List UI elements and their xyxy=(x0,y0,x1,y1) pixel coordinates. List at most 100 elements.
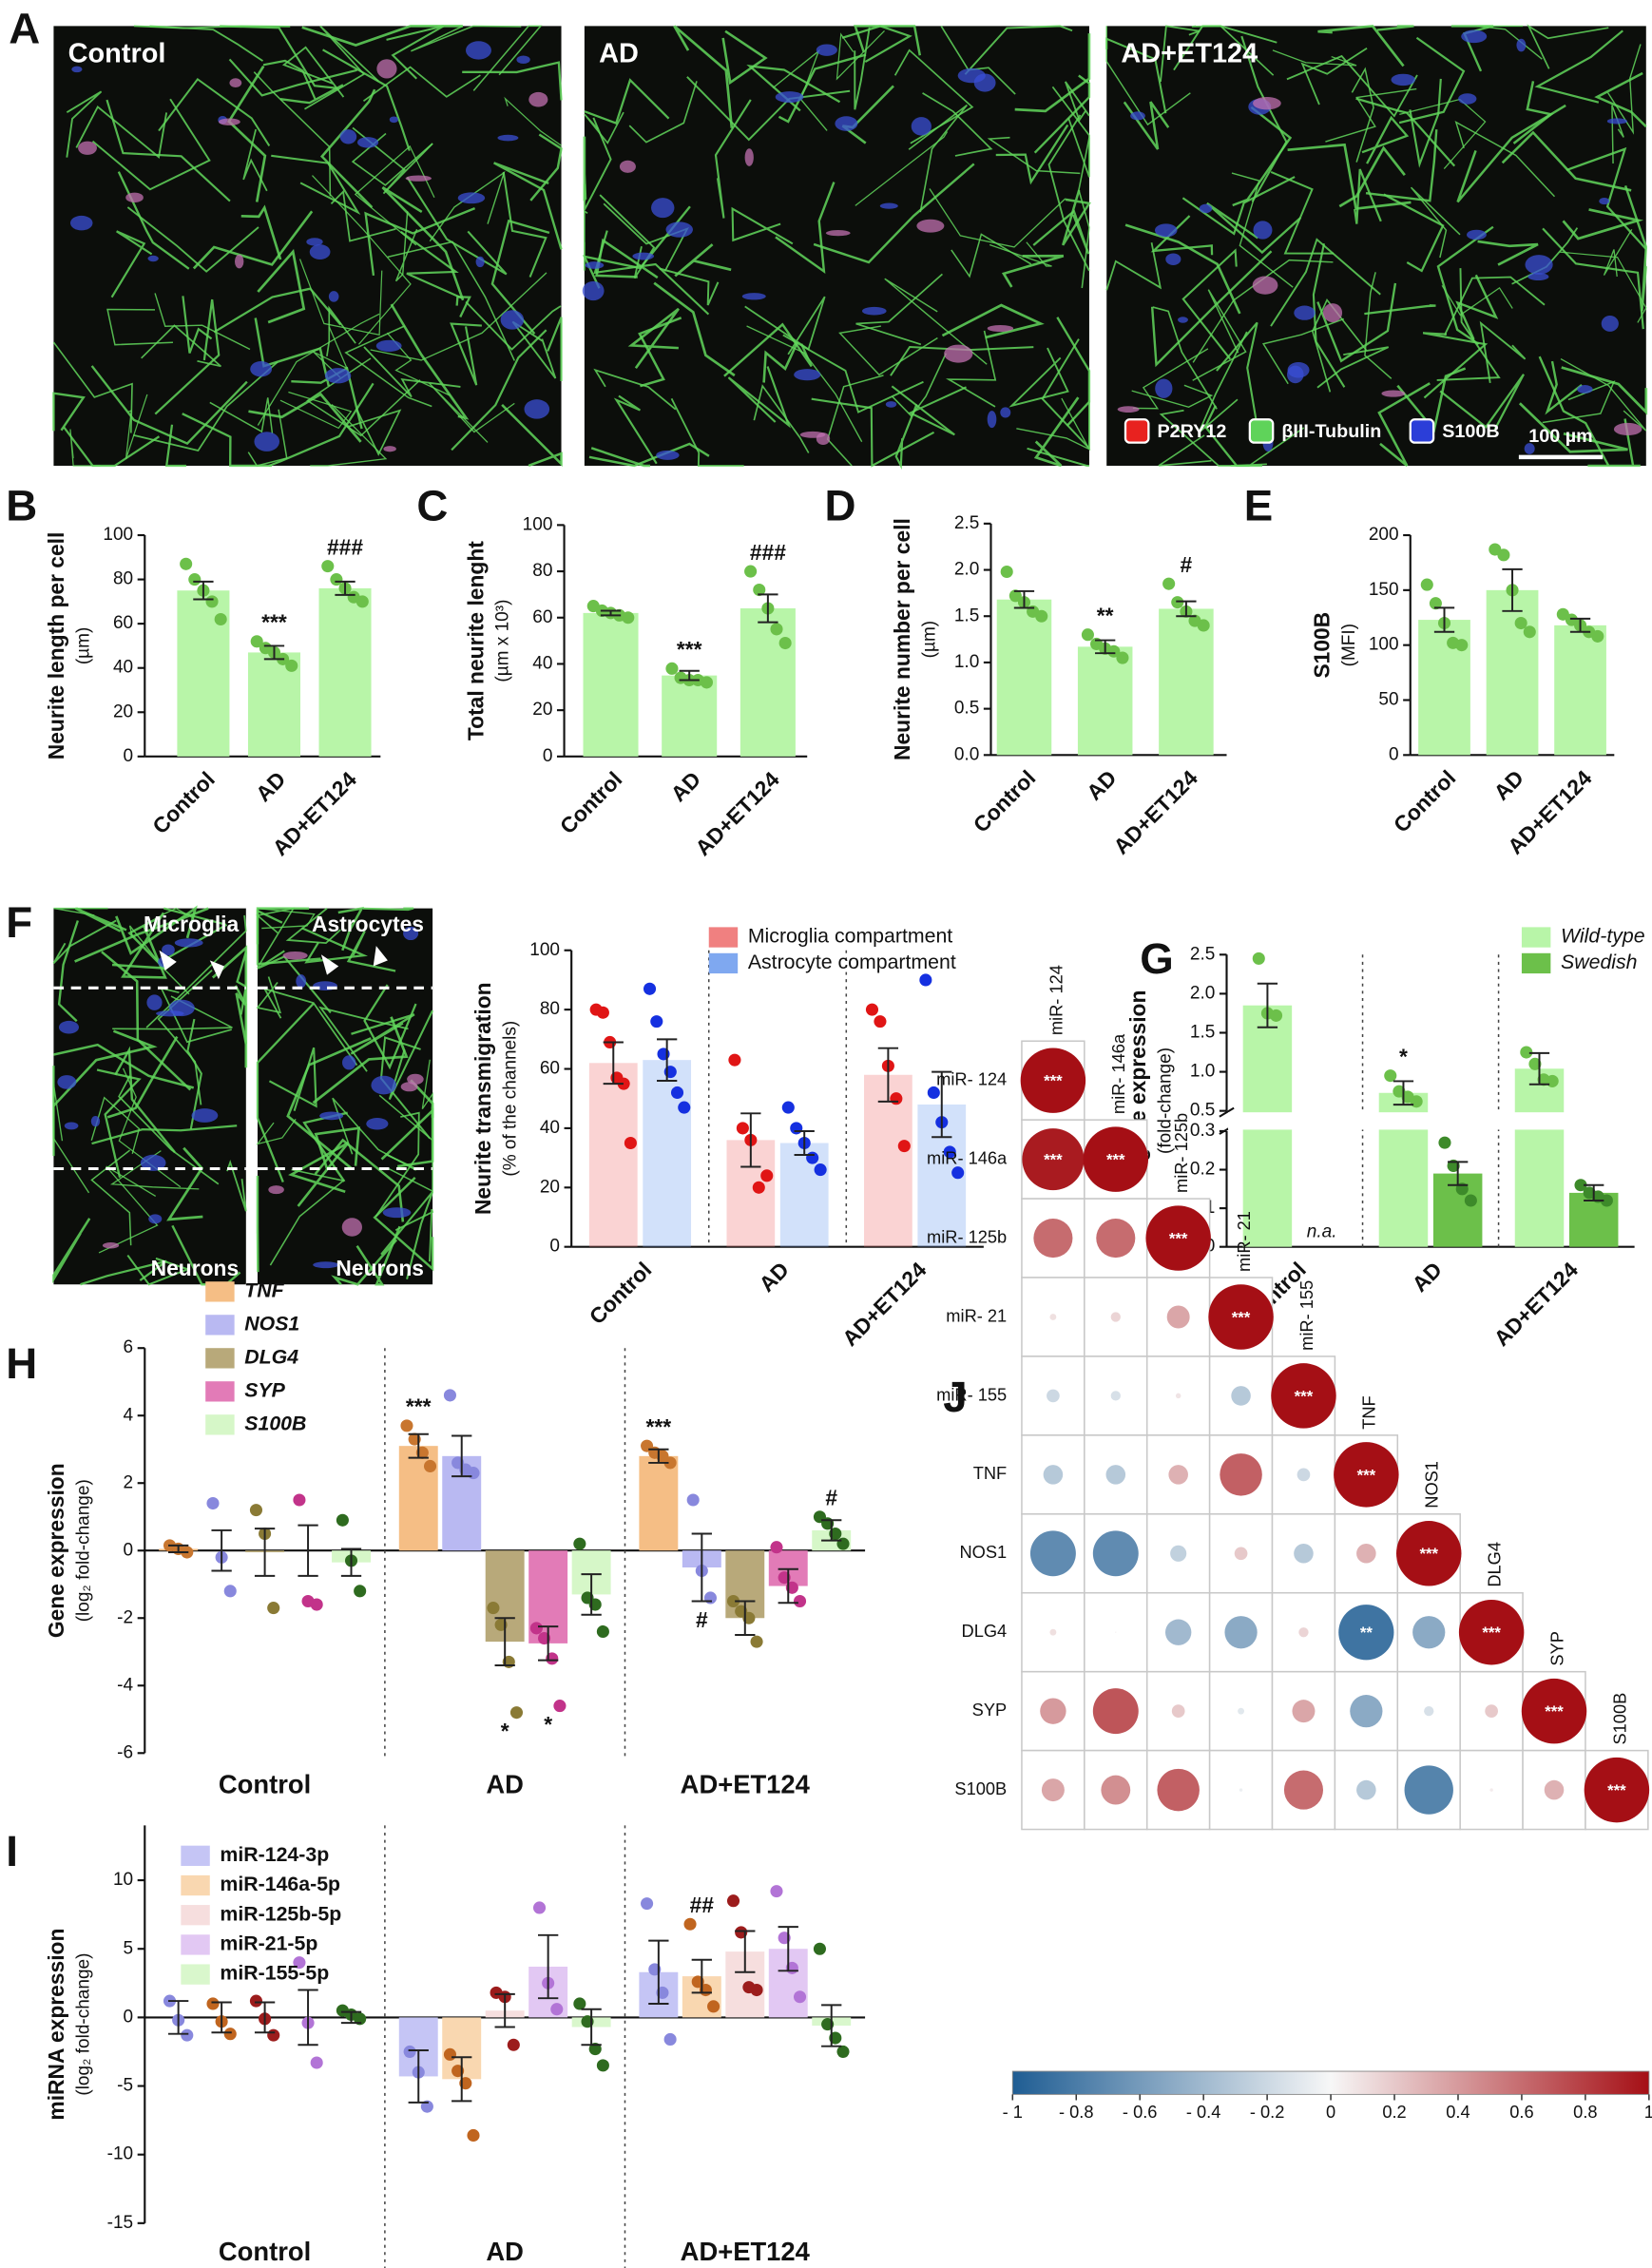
neurite xyxy=(228,58,357,97)
neurite xyxy=(1123,101,1170,150)
cell-body xyxy=(140,1154,166,1171)
neurite xyxy=(893,48,974,144)
correlation-bubble xyxy=(1022,1128,1085,1191)
neurite xyxy=(355,1225,401,1286)
cell-body xyxy=(1165,253,1181,265)
neurite xyxy=(1443,276,1546,336)
correlation-bubble xyxy=(1334,1442,1399,1508)
data-point xyxy=(507,2038,520,2051)
cell-body xyxy=(1178,317,1188,323)
data-point xyxy=(793,1594,807,1608)
cell-body xyxy=(794,369,821,381)
legend-label: SYP xyxy=(244,1378,285,1401)
cell-body xyxy=(319,1111,344,1121)
significance-label: *** xyxy=(646,1414,672,1439)
cell-body xyxy=(957,67,986,84)
correlation-bubble xyxy=(1171,1704,1185,1718)
neurite xyxy=(1477,240,1539,266)
y-tick-label: 0.5 xyxy=(954,699,979,719)
error-bar xyxy=(254,1528,276,1577)
image-label: AD+ET124 xyxy=(1121,38,1258,68)
neurite xyxy=(746,65,841,112)
cell-body xyxy=(147,255,159,262)
significance-label: *** xyxy=(261,610,287,635)
correlation-bubble xyxy=(1238,1707,1244,1715)
correlation-bubble xyxy=(1164,1619,1192,1645)
correlation-bubble xyxy=(1208,1284,1274,1350)
significance-label: # xyxy=(825,1486,837,1510)
cell-body xyxy=(665,221,693,238)
neurite xyxy=(378,1094,433,1193)
data-point xyxy=(1081,628,1094,642)
y-tick-label: 100 xyxy=(1369,635,1399,655)
neurite xyxy=(1014,33,1091,113)
neurite xyxy=(109,1150,200,1190)
cell-body xyxy=(254,432,280,452)
data-point xyxy=(420,2100,433,2113)
neurite xyxy=(304,25,379,110)
neurite xyxy=(493,162,563,250)
neurite xyxy=(1206,202,1302,255)
error-bar xyxy=(821,1519,842,1542)
y-axis-unit: (% of the channels) xyxy=(500,1021,520,1177)
error-bar xyxy=(538,1625,559,1662)
neurite xyxy=(269,1168,345,1266)
cell-body xyxy=(1155,378,1173,398)
neurite xyxy=(922,92,993,157)
legend-swatch xyxy=(708,952,739,974)
neurite xyxy=(247,409,288,467)
column-label: S100B xyxy=(1609,1693,1629,1745)
error-bar xyxy=(1502,567,1523,612)
neurite xyxy=(400,230,463,299)
data-point xyxy=(354,2012,367,2026)
y-axis-title: Total neurite lenght xyxy=(463,541,488,740)
correlation-bubble xyxy=(1047,1389,1060,1403)
colorbar-tick-label: - 0.8 xyxy=(1059,2102,1094,2122)
legend-swatch xyxy=(181,1905,210,1926)
data-point xyxy=(1162,577,1176,590)
cell-body xyxy=(500,310,525,330)
cell-body xyxy=(250,361,273,377)
neurite xyxy=(1198,331,1248,433)
channel-label: S100B xyxy=(1442,421,1499,442)
cell-body xyxy=(1252,276,1278,295)
correlation-bubble xyxy=(1170,1545,1187,1562)
data-point xyxy=(400,1419,413,1432)
neurite xyxy=(268,1047,317,1111)
legend-label: TNF xyxy=(244,1278,284,1301)
data-point xyxy=(267,2028,280,2042)
error-bar xyxy=(193,580,214,601)
correlation-bubble xyxy=(1356,1779,1376,1800)
panel-letter: I xyxy=(6,1827,18,1875)
neurite xyxy=(686,76,851,142)
colorbar-tick-label: 0.6 xyxy=(1509,2102,1533,2122)
cell-body xyxy=(1606,118,1627,125)
data-point xyxy=(813,1942,826,1955)
significance-label: # xyxy=(696,1607,708,1632)
data-point xyxy=(919,973,932,987)
neurite xyxy=(811,397,935,468)
neurite xyxy=(590,447,651,468)
correlation-bubble xyxy=(1043,1465,1064,1485)
legend-swatch xyxy=(1521,927,1551,948)
significance-label: ** xyxy=(1360,1624,1373,1642)
data-point xyxy=(330,573,343,586)
data-point xyxy=(443,2047,456,2061)
neurite xyxy=(1454,120,1556,198)
cell-body xyxy=(1458,93,1477,105)
error-bar xyxy=(691,1958,712,1994)
neurite xyxy=(1338,145,1406,208)
correlation-bubble xyxy=(1110,1312,1121,1322)
cell-body xyxy=(328,291,339,302)
group-label: Control xyxy=(219,2237,311,2266)
neurite xyxy=(288,1142,350,1207)
column-label: NOS1 xyxy=(1422,1461,1442,1509)
neurite xyxy=(1316,346,1390,389)
neurite xyxy=(1150,250,1273,368)
error-bar xyxy=(1433,606,1455,633)
neurite xyxy=(363,346,461,398)
data-point xyxy=(836,2045,850,2058)
data-point xyxy=(188,573,202,586)
neurite xyxy=(1351,67,1374,163)
neurite xyxy=(101,951,192,1091)
